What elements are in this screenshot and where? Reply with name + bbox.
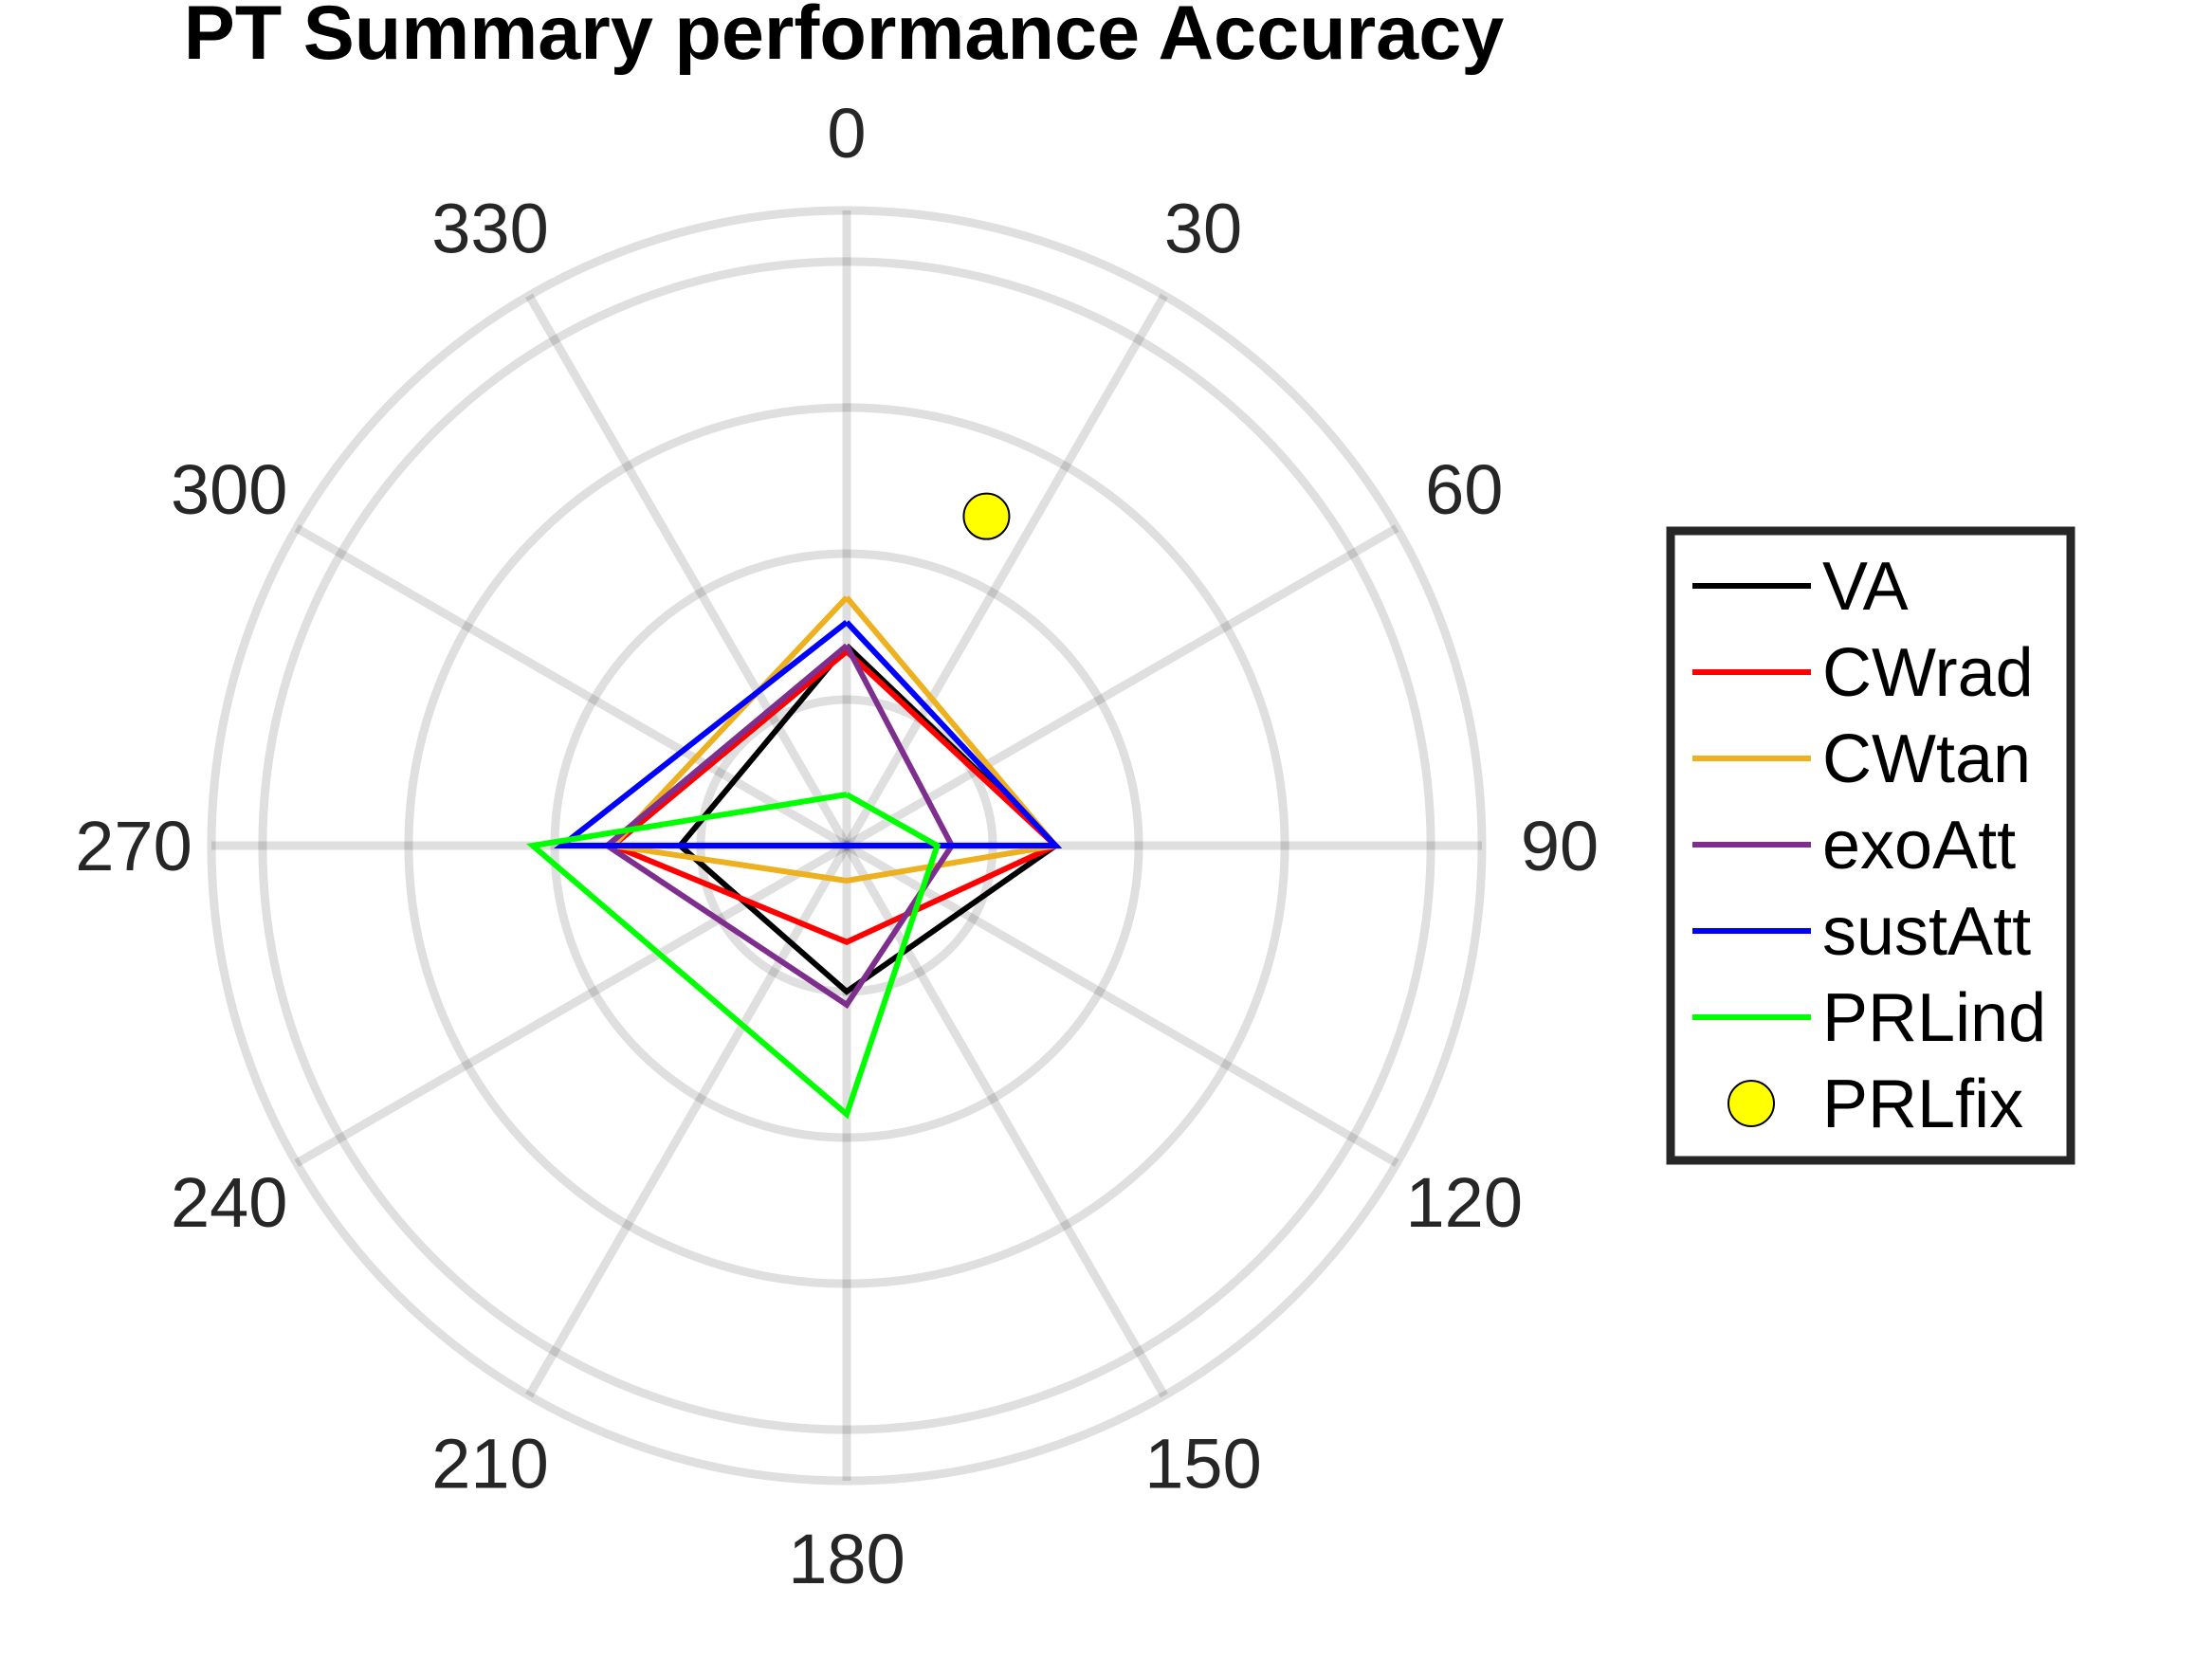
grid-ring-2 (550, 549, 1143, 1142)
legend-label-cwrad: CWrad (1822, 635, 2034, 711)
theta-tick-label-330: 330 (431, 190, 548, 268)
grid-spoke-60 (844, 524, 1399, 849)
legend-label-exoatt: exoAtt (1822, 808, 2016, 884)
theta-tick-label-270: 270 (75, 807, 192, 885)
grid-spoke-120 (844, 842, 1399, 1167)
theta-tick-label-0: 0 (827, 94, 866, 173)
series-line-prlind (526, 792, 941, 1120)
theta-tick-label-120: 120 (1406, 1163, 1523, 1242)
series-lines (526, 595, 1063, 1120)
theta-tick-label-30: 30 (1164, 190, 1242, 268)
theta-tick-label-60: 60 (1425, 450, 1503, 529)
theta-tick-label-150: 150 (1144, 1424, 1261, 1503)
chart-title: PT Summary performance Accuracy (184, 0, 1505, 76)
legend-marker-prlfix (1728, 1080, 1775, 1127)
grid-outer-ring (207, 206, 1487, 1486)
theta-tick-label-300: 300 (171, 450, 287, 529)
theta-tick-label-180: 180 (788, 1520, 905, 1598)
theta-tick-label-90: 90 (1521, 807, 1599, 885)
series-points (962, 492, 1011, 540)
point-prlfix (962, 492, 1011, 540)
series-line-exoatt (602, 643, 956, 1010)
legend: VA CWrad CWtan exoAtt sustAtt PRLind PRLfix (1666, 526, 2075, 1165)
legend-label-sustatt: sustAtt (1822, 894, 2031, 970)
theta-tick-labels: 0 30 60 90 120 150 180 210 240 270 300 330 (75, 94, 1599, 1598)
legend-label-cwtan: CWtan (1822, 721, 2031, 797)
series-line-cwrad (607, 648, 1061, 945)
grid-ring-4 (258, 257, 1435, 1434)
grid-spoke-30 (843, 293, 1168, 848)
grid-spoke-330 (525, 293, 850, 848)
grid-spoke-240 (294, 842, 850, 1167)
polar-grid (207, 206, 1487, 1486)
theta-tick-label-210: 210 (431, 1424, 548, 1503)
grid-spoke-210 (525, 843, 850, 1398)
legend-label-prlfix: PRLfix (1822, 1066, 2023, 1142)
grid-ring-3 (404, 403, 1289, 1288)
grid-spoke-150 (843, 843, 1168, 1398)
series-line-sustatt (554, 619, 1063, 848)
series-line-cwtan (607, 595, 1061, 884)
grid-spoke-300 (294, 524, 850, 849)
theta-tick-label-240: 240 (171, 1163, 287, 1242)
legend-label-prlind: PRLind (1822, 980, 2046, 1056)
legend-label-va: VA (1822, 549, 1909, 625)
